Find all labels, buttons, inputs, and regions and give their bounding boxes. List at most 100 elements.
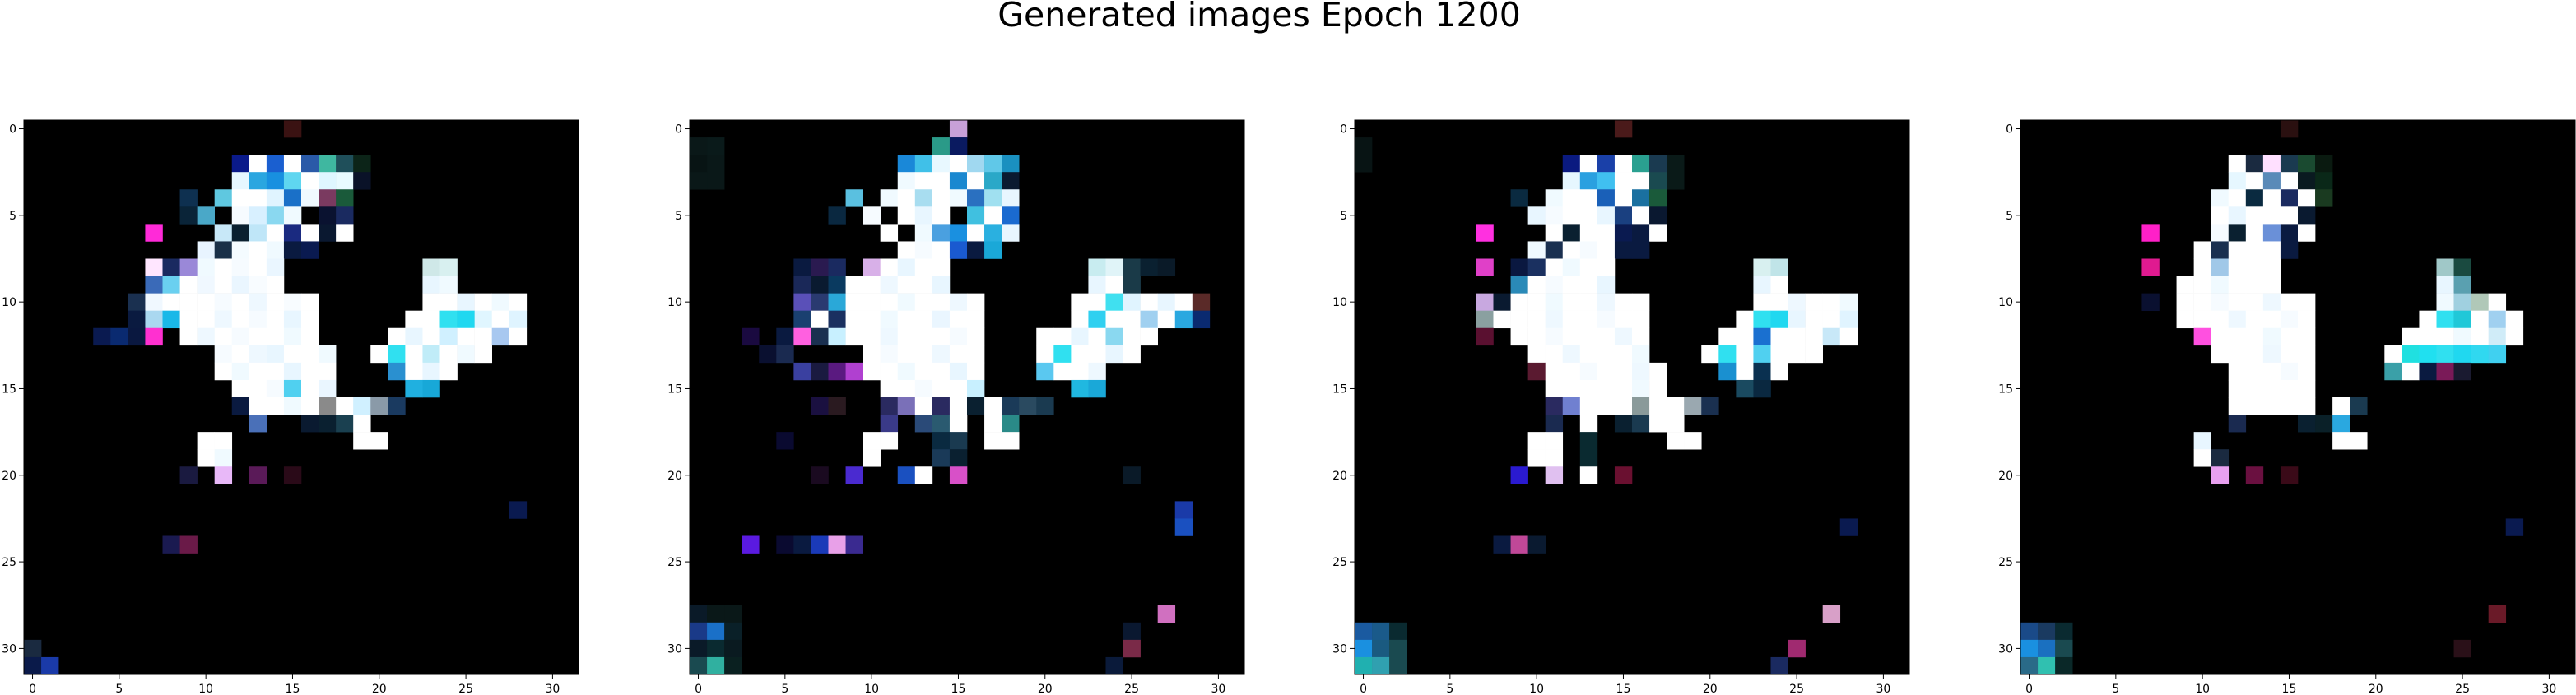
image-pixel [179, 327, 198, 346]
image-pixel [1753, 293, 1771, 311]
image-pixel [1562, 310, 1581, 329]
image-pixel [1071, 293, 1089, 311]
image-pixel [1614, 155, 1633, 173]
image-pixel [2228, 327, 2247, 346]
image-pixel [2280, 310, 2299, 329]
image-pixel [145, 327, 163, 346]
y-tick-label: 15 [2, 382, 16, 396]
image-pixel [2141, 293, 2160, 311]
image-pixel [353, 432, 371, 450]
y-tick-label: 15 [1998, 382, 2013, 396]
x-tick-label: 10 [1529, 683, 1544, 695]
image-pixel [405, 345, 423, 364]
image-pixel [949, 432, 968, 450]
image-pixel [1527, 449, 1546, 467]
image-pixel [1736, 310, 1754, 329]
image-pixel [249, 466, 267, 484]
image-pixel [845, 327, 863, 346]
image-pixel [1372, 639, 1390, 658]
image-pixel [949, 155, 968, 173]
image-pixel [231, 172, 250, 190]
image-pixel [690, 137, 708, 155]
image-pixel [811, 397, 829, 415]
image-pixel [1476, 258, 1494, 276]
image-pixel [2453, 639, 2471, 658]
image-pixel [949, 310, 968, 329]
image-pixel [1002, 415, 1020, 433]
image-pixel [1614, 293, 1633, 311]
image-pixel [949, 172, 968, 190]
image-pixel [145, 276, 163, 294]
x-tick-label: 20 [1703, 683, 1718, 695]
image-pixel [145, 258, 163, 276]
image-pixel [1562, 206, 1581, 225]
image-pixel [1545, 293, 1564, 311]
image-pixel [439, 293, 458, 311]
image-pixel [2280, 327, 2299, 346]
image-pixel [1597, 276, 1616, 294]
image-pixel [1002, 224, 1020, 242]
y-tick-label: 25 [1998, 556, 2013, 569]
image-pixel [319, 362, 337, 381]
image-pixel [249, 206, 267, 225]
image-pixel [1476, 327, 1494, 346]
image-pixel [2453, 345, 2471, 364]
image-pixel [2298, 397, 2316, 415]
axes-frame [2020, 119, 2576, 675]
image-pixel [2245, 258, 2264, 276]
image-pixel [1088, 276, 1106, 294]
image-pixel [1614, 120, 1633, 138]
image-pixel [690, 622, 708, 641]
image-pixel [249, 415, 267, 433]
image-pixel [1123, 276, 1141, 294]
image-pixel [2505, 518, 2524, 536]
image-pixel [863, 345, 881, 364]
image-pixel [2280, 345, 2299, 364]
image-pixel [231, 310, 250, 329]
image-pixel [949, 449, 968, 467]
image-pixel [214, 189, 233, 207]
image-pixel [2262, 379, 2281, 398]
image-pixel [2245, 155, 2264, 173]
image-pixel [1597, 155, 1616, 173]
image-pixel [1036, 362, 1054, 381]
y-tick-label: 5 [2006, 210, 2013, 223]
image-pixel [914, 189, 933, 207]
image-pixel [932, 137, 951, 155]
image-pixel [967, 224, 985, 242]
image-pixel [231, 362, 250, 381]
image-pixel [405, 362, 423, 381]
image-pixel [949, 120, 968, 138]
image-pixel [2315, 155, 2333, 173]
image-pixel [249, 155, 267, 173]
image-pixel [880, 293, 899, 311]
image-pixel [1493, 293, 1511, 311]
image-pixel [162, 293, 180, 311]
image-pixel [863, 449, 881, 467]
image-pixel [1527, 345, 1546, 364]
image-pixel [914, 310, 933, 329]
image-pixel [932, 415, 951, 433]
image-pixel [1071, 327, 1089, 346]
image-pixel [1579, 155, 1598, 173]
image-pixel [2315, 172, 2333, 190]
image-pixel [231, 258, 250, 276]
image-pixel [1562, 155, 1581, 173]
image-pixel [301, 379, 319, 398]
image-pixel [370, 397, 388, 415]
image-pixel [1579, 224, 1598, 242]
image-pixel [1579, 258, 1598, 276]
image-pixel [2384, 362, 2402, 381]
image-pixel [914, 172, 933, 190]
image-pixel [2419, 310, 2437, 329]
image-pixel [2228, 345, 2247, 364]
image-pixel [422, 276, 440, 294]
image-pixel [967, 293, 985, 311]
image-pixel [897, 293, 916, 311]
image-pixel [1105, 310, 1123, 329]
image-pixel [967, 362, 985, 381]
image-pixel [1788, 310, 1806, 329]
image-pixel [880, 327, 899, 346]
y-tick-label: 20 [1332, 470, 1347, 483]
image-pixel [2245, 293, 2264, 311]
